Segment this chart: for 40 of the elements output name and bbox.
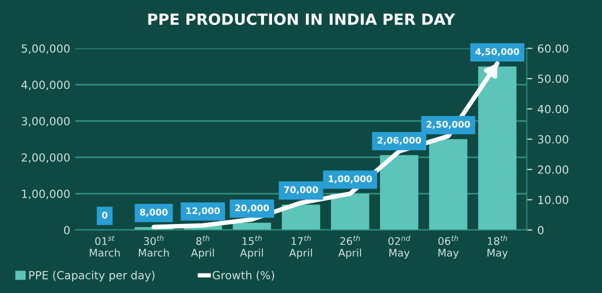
data-label: 8,000 <box>140 208 168 217</box>
legend-label: PPE (Capacity per day) <box>29 270 154 282</box>
bar <box>478 66 516 230</box>
y2-tick-label: 30.00 <box>538 135 568 144</box>
legend-label: Growth (%) <box>212 270 274 281</box>
y-tick-label: 5,00,000 <box>22 44 70 54</box>
y2-tick-label: 40.00 <box>538 104 568 114</box>
x-tick-label: 18$^{th}$ May <box>488 235 508 259</box>
y-tick-label: 1,00,000 <box>22 190 70 200</box>
data-label: 0 <box>102 212 108 219</box>
x-tick-label: 02$^{nd}$ May <box>388 235 410 259</box>
y-tick-label: 4,00,000 <box>21 80 70 90</box>
bar <box>380 155 418 230</box>
data-label: 12,000 <box>186 207 220 216</box>
x-tick-label: 01$^{st}$ March <box>90 236 120 257</box>
x-tick-label: 26$^{th}$ April <box>338 235 362 259</box>
data-label: 70,000 <box>284 186 318 194</box>
x-tick-label: 17$^{th}$ April <box>289 235 312 259</box>
data-label: 4,50,000 <box>475 48 520 56</box>
x-tick-label: 8$^{th}$ April <box>191 235 214 259</box>
x-tick-label: 15$^{th}$ April <box>240 235 263 259</box>
y-tick-label: 3,00,000 <box>22 116 70 127</box>
y-tick-label: 0 <box>64 226 70 234</box>
y2-tick-label: 60.00 <box>538 44 568 53</box>
bar <box>282 204 320 230</box>
y2-tick-label: 10.00 <box>538 196 568 204</box>
data-label: 2,06,000 <box>378 136 421 145</box>
y2-tick-label: 0 <box>538 226 544 234</box>
y2-tick-label: 50.00 <box>538 74 568 83</box>
data-label: 20,000 <box>235 204 269 212</box>
x-tick-label: 30$^{th}$ March <box>138 235 169 257</box>
y2-tick-label: 20.00 <box>538 165 568 174</box>
x-tick-label: 06$^{th}$ May <box>438 235 459 259</box>
bar <box>232 222 272 230</box>
data-label: 1,00,000 <box>328 175 372 184</box>
y-tick-label: 2,00,000 <box>22 153 70 163</box>
chart-title: PPE PRODUCTION IN INDIA PER DAY <box>148 13 456 25</box>
bar <box>330 194 370 230</box>
data-label: 2,50,000 <box>426 120 470 129</box>
bar <box>429 139 468 230</box>
